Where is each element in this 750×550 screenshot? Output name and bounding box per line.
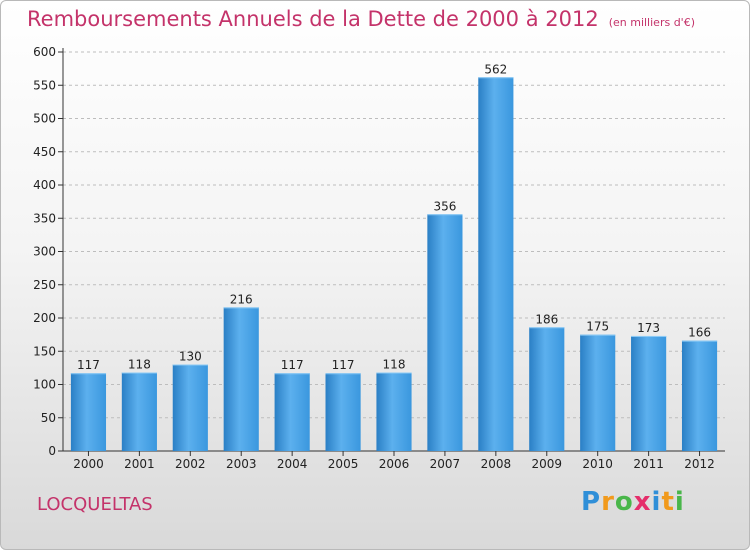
bar [70, 373, 107, 451]
y-tick-label: 100 [33, 378, 56, 392]
proxiti-logo[interactable]: Proxiti [581, 487, 685, 517]
x-tick-label: 2005 [328, 457, 359, 471]
bar-value-label: 562 [484, 62, 507, 76]
y-tick-label: 300 [33, 245, 56, 259]
bar-value-label: 186 [535, 312, 558, 326]
logo-letter: r [601, 487, 615, 517]
bar [580, 334, 616, 451]
x-tick-label: 2000 [73, 457, 104, 471]
y-tick-label: 50 [41, 411, 56, 425]
y-tick-label: 150 [33, 344, 56, 358]
x-tick-label: 2004 [277, 457, 308, 471]
bar [631, 335, 667, 451]
y-tick-label: 250 [33, 278, 56, 292]
y-tick-label: 400 [33, 178, 56, 192]
bar-value-label: 173 [637, 321, 660, 335]
logo-letter: P [581, 487, 602, 517]
bar [223, 307, 259, 451]
x-tick-label: 2009 [531, 457, 562, 471]
bar-value-label: 117 [281, 358, 304, 372]
x-tick-label: 2011 [633, 457, 664, 471]
logo-letter: o [614, 487, 634, 517]
bar-value-label: 130 [179, 350, 202, 364]
chart-title: Remboursements Annuels de la Dette de 20… [27, 7, 695, 31]
y-tick-label: 200 [33, 311, 56, 325]
bar [478, 77, 514, 452]
commune-name: LOCQUELTAS [37, 494, 153, 515]
logo-letter: i [674, 487, 685, 517]
bar-value-label: 117 [77, 358, 100, 372]
unit-label: (en milliers d'€) [608, 16, 695, 29]
bar-value-label: 166 [688, 326, 711, 340]
bar [121, 372, 157, 451]
bar [172, 364, 208, 451]
bar [325, 373, 361, 451]
bar-value-label: 216 [230, 292, 253, 306]
y-tick-label: 450 [33, 145, 56, 159]
y-tick-label: 600 [33, 45, 56, 59]
bar-value-label: 118 [383, 358, 406, 372]
y-tick-label: 0 [48, 444, 56, 458]
bar [529, 327, 565, 451]
x-tick-label: 2006 [379, 457, 410, 471]
bar-value-label: 175 [586, 320, 609, 334]
labels: 0 50 100 150 200 250 300 350 400 450 500 550 600 117 2… [33, 45, 715, 471]
x-tick-label: 2007 [430, 457, 461, 471]
bar-value-label: 117 [332, 358, 355, 372]
logo-letter: t [661, 487, 675, 517]
bar-value-label: 356 [433, 199, 456, 213]
logo-letter: i [651, 487, 662, 517]
x-tick-label: 2012 [684, 457, 715, 471]
y-tick-label: 550 [33, 78, 56, 92]
title-text: Remboursements Annuels de la Dette de 20… [27, 7, 599, 31]
bar [376, 372, 412, 451]
x-tick-label: 2003 [226, 457, 257, 471]
bar [427, 214, 463, 451]
bar [681, 340, 718, 451]
x-tick-label: 2002 [175, 457, 206, 471]
y-tick-label: 500 [33, 112, 56, 126]
bar-value-label: 118 [128, 358, 151, 372]
logo-letter: x [633, 487, 652, 517]
bars [70, 77, 718, 452]
y-tick-label: 350 [33, 211, 56, 225]
bar [274, 373, 310, 451]
x-tick-label: 2010 [582, 457, 613, 471]
x-tick-label: 2001 [124, 457, 155, 471]
x-tick-label: 2008 [481, 457, 512, 471]
